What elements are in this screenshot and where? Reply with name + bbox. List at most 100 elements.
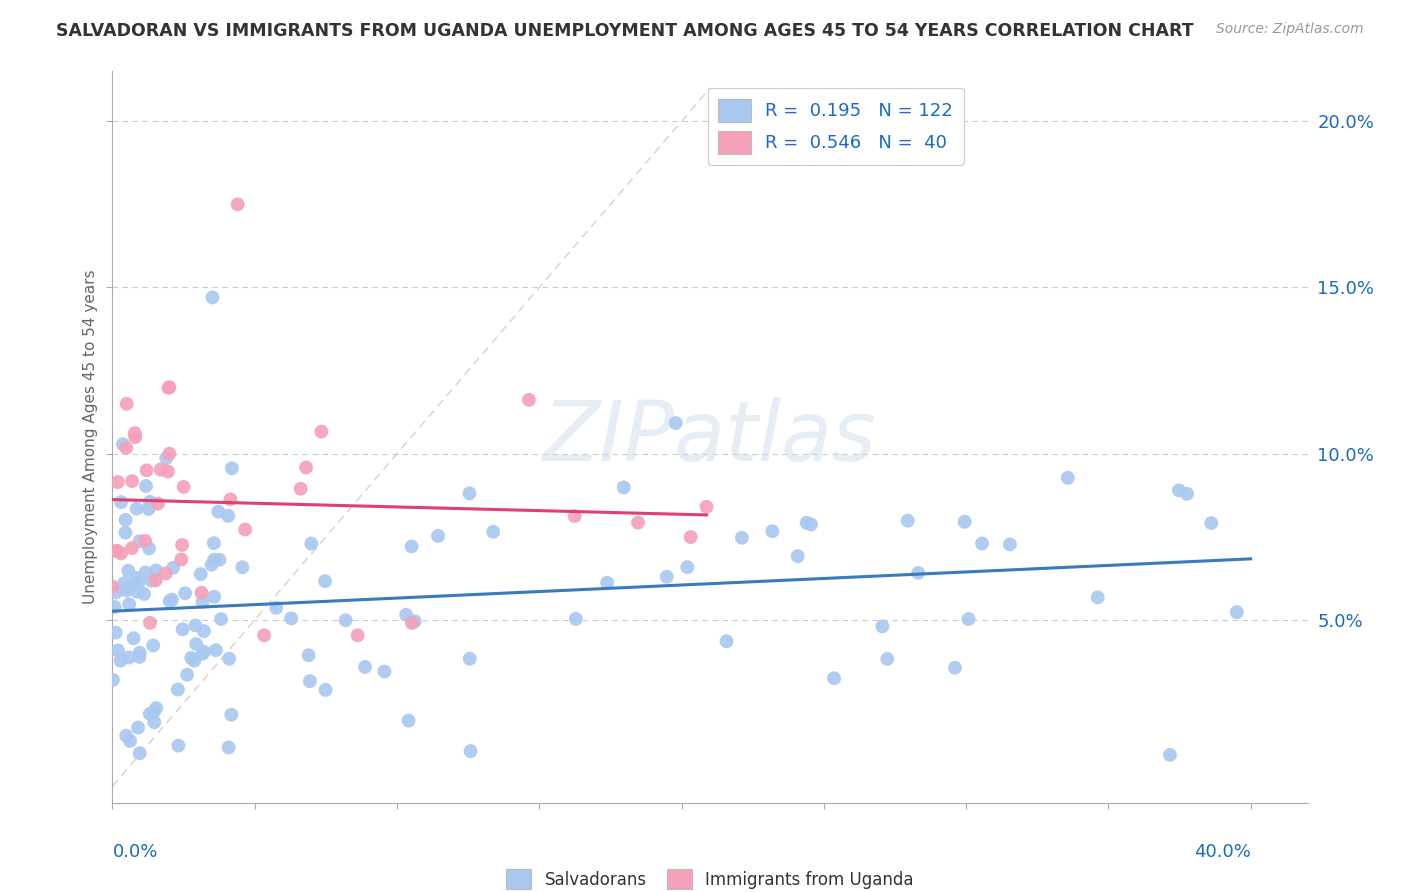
Point <box>173 480 195 494</box>
Point <box>110 546 132 560</box>
Point <box>155 451 177 466</box>
Point <box>295 460 318 475</box>
Point <box>142 705 165 719</box>
Point <box>128 534 150 549</box>
Point <box>124 426 146 441</box>
Point <box>105 544 128 558</box>
Text: 0.0%: 0.0% <box>112 843 157 861</box>
Point <box>716 634 738 648</box>
Point <box>221 461 243 475</box>
Point <box>115 441 138 455</box>
Point <box>115 583 138 598</box>
Point <box>957 612 980 626</box>
Point <box>458 651 481 665</box>
Point <box>191 647 214 661</box>
Point <box>627 516 650 530</box>
Point <box>565 612 588 626</box>
Point <box>460 744 482 758</box>
Point <box>1168 483 1191 498</box>
Point <box>346 628 368 642</box>
Point <box>111 437 134 451</box>
Point <box>180 651 202 665</box>
Point <box>143 715 166 730</box>
Point <box>104 585 127 599</box>
Point <box>953 515 976 529</box>
Point <box>128 746 150 760</box>
Point <box>1175 487 1198 501</box>
Point <box>200 558 222 572</box>
Point <box>876 652 898 666</box>
Point <box>127 721 149 735</box>
Point <box>190 567 212 582</box>
Point <box>125 584 148 599</box>
Point <box>280 611 302 625</box>
Point <box>943 661 966 675</box>
Point <box>160 592 183 607</box>
Point <box>786 549 808 564</box>
Point <box>564 509 586 524</box>
Point <box>162 561 184 575</box>
Point <box>104 625 127 640</box>
Point <box>117 564 139 578</box>
Point <box>696 500 718 514</box>
Point <box>655 570 678 584</box>
Point <box>202 553 225 567</box>
Point <box>193 624 215 639</box>
Point <box>174 586 197 600</box>
Point <box>207 505 229 519</box>
Point <box>183 654 205 668</box>
Point <box>139 706 162 721</box>
Point <box>872 619 894 633</box>
Point <box>157 380 180 394</box>
Point <box>142 639 165 653</box>
Text: ZIPatlas: ZIPatlas <box>543 397 877 477</box>
Point <box>110 654 132 668</box>
Point <box>170 552 193 566</box>
Point <box>823 671 845 685</box>
Point <box>1159 747 1181 762</box>
Point <box>120 734 142 748</box>
Point <box>665 416 688 430</box>
Point <box>172 538 194 552</box>
Point <box>221 707 243 722</box>
Point <box>761 524 783 539</box>
Point <box>401 615 423 630</box>
Point <box>335 613 357 627</box>
Point <box>298 674 321 689</box>
Point <box>427 529 450 543</box>
Point <box>145 701 167 715</box>
Point <box>201 290 224 304</box>
Point <box>101 580 124 594</box>
Point <box>482 524 505 539</box>
Point <box>217 508 239 523</box>
Point <box>138 541 160 556</box>
Point <box>218 651 240 665</box>
Point <box>155 566 177 581</box>
Point <box>184 618 207 632</box>
Point <box>231 560 253 574</box>
Legend: Salvadorans, Immigrants from Uganda: Salvadorans, Immigrants from Uganda <box>499 863 921 892</box>
Point <box>314 574 336 589</box>
Point <box>124 430 146 444</box>
Point <box>104 600 127 615</box>
Point <box>315 682 337 697</box>
Point <box>907 566 929 580</box>
Point <box>373 665 395 679</box>
Point <box>125 571 148 585</box>
Point <box>105 543 128 558</box>
Point <box>209 612 232 626</box>
Point <box>114 525 136 540</box>
Point <box>205 643 228 657</box>
Point <box>354 660 377 674</box>
Point <box>800 517 823 532</box>
Point <box>107 475 129 489</box>
Point <box>114 513 136 527</box>
Point <box>110 495 132 509</box>
Point <box>101 673 124 687</box>
Point <box>233 523 256 537</box>
Point <box>1087 591 1109 605</box>
Point <box>796 516 818 530</box>
Text: Source: ZipAtlas.com: Source: ZipAtlas.com <box>1216 22 1364 37</box>
Point <box>132 587 155 601</box>
Point <box>145 574 167 588</box>
